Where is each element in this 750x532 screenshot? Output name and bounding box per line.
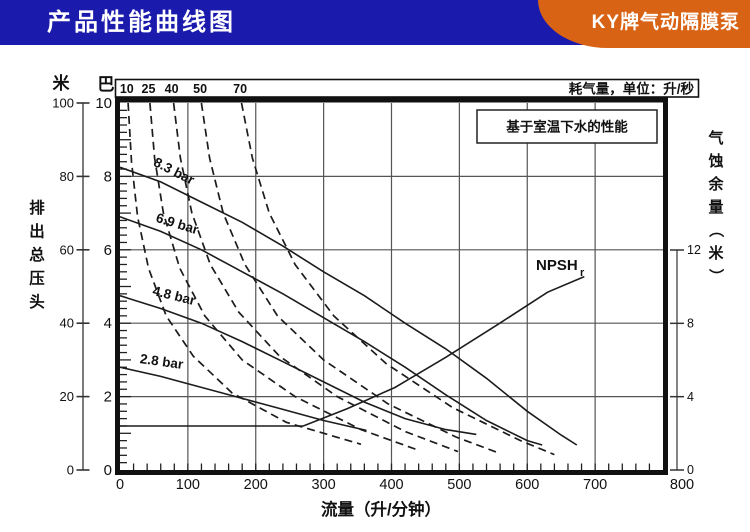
- svg-text:压: 压: [29, 270, 45, 288]
- svg-text:（: （: [707, 222, 725, 237]
- curve-8.3-bar: [119, 166, 578, 446]
- x-tick-label: 0: [116, 477, 124, 493]
- svg-text:r: r: [580, 267, 585, 279]
- air-strip-label: 耗气量，单位：升/秒: [569, 81, 695, 97]
- meter-tick-label: 0: [67, 463, 74, 478]
- bar-tick-label: 4: [104, 315, 112, 332]
- curve-4.8-bar: [119, 294, 477, 436]
- minor-ticks: [120, 109, 651, 470]
- meter-tick-label: 20: [60, 389, 74, 404]
- npsh-tick-label: 4: [687, 390, 694, 404]
- x-axis-labels: 0 100 200 300 400 500 600 700 800 流量（升/分钟）: [116, 477, 694, 519]
- curve-50: [200, 102, 501, 455]
- meter-tick-label: 100: [52, 96, 74, 111]
- brand-badge: KY牌气动隔膜泵: [538, 0, 750, 48]
- meter-tick-label: 60: [60, 242, 74, 257]
- bar-scale: 0 2 4 6 8 10巴: [95, 75, 114, 479]
- svg-text:气: 气: [707, 129, 723, 147]
- svg-text:NPSH: NPSH: [536, 257, 578, 274]
- bar-tick-label: 8: [104, 168, 112, 185]
- npsh-scale: 0 4 8 12: [670, 243, 701, 477]
- curve-6.9-bar: [119, 216, 543, 446]
- air-consumption-strip: 10 25 40 50 70 耗气量，单位：升/秒: [114, 78, 700, 98]
- air-value-10: 10: [120, 82, 134, 96]
- curve-25: [149, 102, 418, 451]
- air-value-40: 40: [165, 82, 179, 96]
- svg-text:头: 头: [29, 293, 45, 311]
- meter-unit-label: 米: [53, 73, 71, 93]
- gridlines: [120, 103, 663, 470]
- x-tick-label: 700: [583, 477, 607, 493]
- bar-tick-label: 6: [104, 242, 112, 259]
- x-tick-label: 200: [244, 477, 268, 493]
- npsh-curve-label: NPSH r: [536, 257, 585, 279]
- page-title: 产品性能曲线图: [47, 9, 236, 36]
- x-tick-label: 100: [176, 477, 200, 493]
- curve-npshr: [120, 275, 585, 427]
- npsh-tick-label: 0: [687, 463, 694, 477]
- npsh-tick-label: 12: [687, 243, 701, 257]
- svg-text:排: 排: [29, 198, 45, 217]
- x-tick-label: 500: [447, 477, 471, 493]
- bar-tick-label: 10: [95, 95, 112, 112]
- air-value-70: 70: [233, 82, 247, 96]
- svg-text:余: 余: [707, 175, 724, 193]
- curve-label-2.8-bar: 2.8 bar: [139, 351, 185, 372]
- x-tick-label: 400: [379, 477, 403, 493]
- svg-text:出: 出: [29, 222, 45, 241]
- curve-label-4.8-bar: 4.8 bar: [151, 283, 198, 308]
- svg-text:米: 米: [708, 244, 724, 262]
- air-value-25: 25: [142, 82, 156, 96]
- x-tick-label: 600: [515, 477, 539, 493]
- meter-scale: 0 20 40 60 80 100 米: [52, 73, 90, 478]
- plot-border: [115, 97, 668, 475]
- bar-unit-label: 巴: [98, 75, 115, 94]
- brand-badge-label: KY牌气动隔膜泵: [591, 12, 740, 33]
- x-axis-title: 流量（升/分钟）: [321, 499, 441, 519]
- air-value-50: 50: [193, 82, 207, 96]
- curve-40: [172, 102, 459, 453]
- meter-tick-label: 40: [60, 316, 74, 331]
- x-tick-label: 300: [312, 477, 336, 493]
- bar-tick-label: 0: [104, 462, 112, 479]
- curve-70: [240, 102, 555, 456]
- curves: [119, 102, 585, 456]
- svg-text:量: 量: [708, 199, 723, 216]
- note-box: 基于室温下水的性能: [476, 109, 658, 144]
- svg-text:蚀: 蚀: [707, 152, 723, 170]
- note-text: 基于室温下水的性能: [506, 119, 628, 135]
- svg-text:）: ）: [707, 268, 725, 283]
- svg-text:总: 总: [29, 245, 45, 264]
- meter-tick-label: 80: [60, 169, 74, 184]
- curve-label-6.9-bar: 6.9 bar: [154, 210, 201, 237]
- bar-tick-label: 2: [104, 389, 112, 406]
- x-tick-label: 800: [670, 477, 694, 493]
- npsh-tick-label: 8: [687, 317, 694, 331]
